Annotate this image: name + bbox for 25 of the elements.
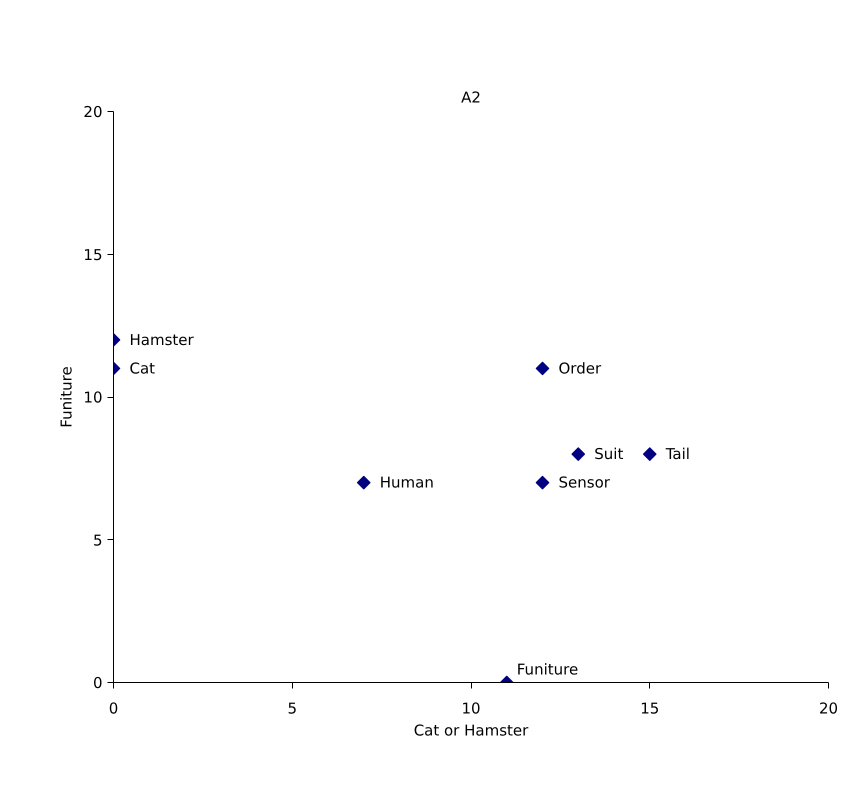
x-tick-label: 10 [461, 700, 481, 718]
y-tick-label: 10 [83, 388, 103, 406]
y-tick-label: 20 [83, 103, 103, 121]
x-tick-label: 0 [108, 700, 118, 718]
y-tick-label: 0 [92, 674, 103, 692]
point [536, 362, 550, 376]
annotation: Human [380, 474, 434, 492]
x-tick-label: 15 [640, 700, 660, 718]
annotation: Suit [594, 445, 624, 464]
x-axis-title: Cat or Hamster [414, 722, 530, 740]
point [571, 447, 586, 461]
annotation: Cat [130, 359, 156, 378]
y-tick-label: 5 [92, 531, 103, 550]
annotation: Tail [664, 445, 690, 464]
x-tick-label: 20 [818, 700, 838, 718]
annotation: Funiture [516, 660, 578, 678]
annotation: Order [558, 359, 602, 378]
y-tick-label: 15 [83, 246, 103, 264]
chart-title: A2 [461, 88, 481, 106]
y-axis-title: Funiture [57, 366, 76, 428]
annotation: Hamster [130, 330, 195, 349]
point [536, 476, 550, 490]
annotation: Sensor [558, 474, 611, 492]
point [642, 447, 657, 461]
x-tick-label: 5 [287, 700, 298, 718]
